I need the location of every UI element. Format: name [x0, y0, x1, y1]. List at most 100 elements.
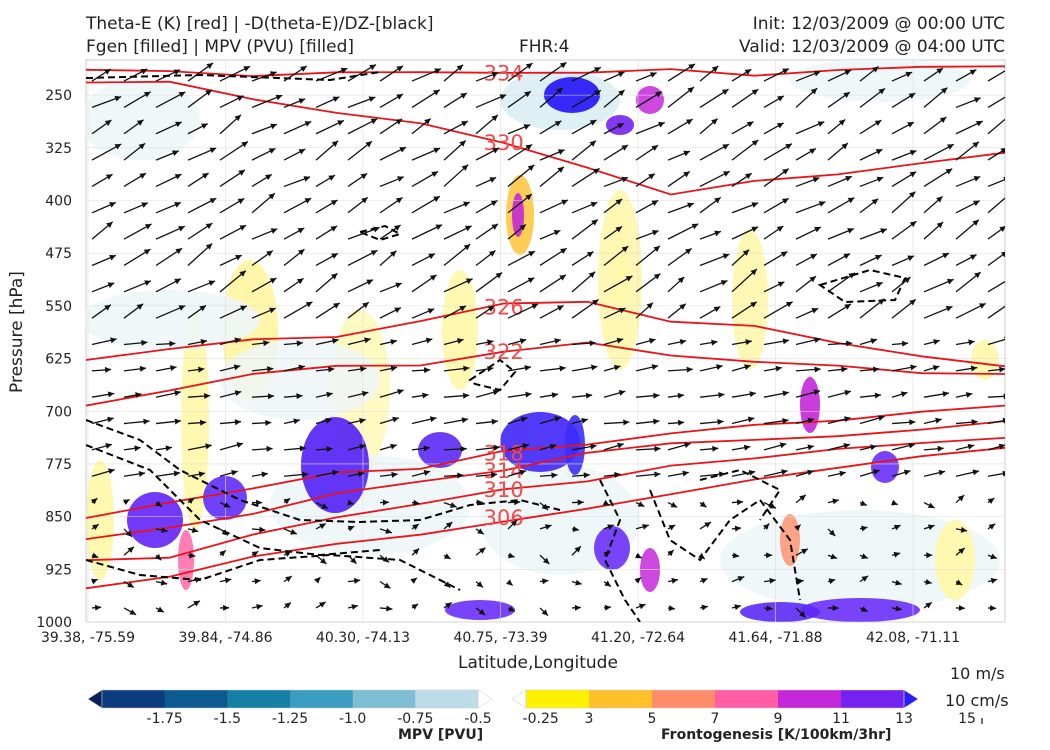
wind-vector-head [810, 88, 818, 95]
theta-e-label: 306 [484, 506, 524, 530]
wind-vector-head [105, 443, 112, 449]
wind-vector-head [590, 443, 597, 450]
colorbar-segment [652, 690, 716, 708]
wind-vector-head [397, 176, 404, 182]
wind-vector-head [908, 442, 916, 449]
wind-vector-head [457, 472, 464, 479]
field-patch [594, 526, 630, 570]
wind-vector-head [847, 228, 854, 234]
colorbar-tick-label: 9 [774, 711, 783, 727]
wind-vector-head [412, 524, 419, 530]
wind-vector-head [671, 577, 678, 584]
wind-vector-head [957, 495, 965, 502]
colorbar-tick-label: -1.5 [214, 711, 241, 727]
wind-vector-head [737, 576, 745, 582]
wind-vector-head [932, 365, 940, 371]
wind-vector-head [140, 68, 148, 75]
wind-vector-head [522, 443, 529, 449]
wind-vector-head [429, 274, 437, 281]
wind-vector-head [332, 469, 339, 476]
stability-contour [86, 71, 381, 82]
wind-vector-head [925, 579, 932, 585]
wind-vector-head [720, 280, 728, 286]
colorbar-frame [525, 689, 905, 709]
wind-vector-head [514, 499, 521, 506]
wind-vector-head [193, 600, 200, 607]
wind-vector-head [165, 445, 172, 452]
wind-vector-head [574, 546, 581, 553]
wind-vector-head [877, 298, 885, 305]
wind-vector-head [351, 604, 358, 610]
wind-vector-head [936, 222, 944, 229]
wind-vector-head [357, 471, 365, 478]
wind-vector-head [967, 443, 975, 450]
wind-vector-head [487, 339, 494, 346]
wind-vector-head [846, 340, 853, 347]
wind-vector-head [817, 121, 825, 127]
wind-vector-head [269, 307, 276, 314]
wind-vector-head [561, 199, 568, 206]
wind-vector-head [782, 68, 789, 75]
wind-vector-head [769, 577, 776, 584]
wind-vector-head [296, 278, 304, 285]
stability-contour [86, 553, 461, 591]
wind-vector-head [331, 140, 339, 147]
x-tick-label: 41.20, -72.64 [591, 630, 685, 646]
wind-vector-head [495, 272, 503, 279]
wind-vector-head [114, 95, 122, 102]
wind-vector-head [107, 282, 115, 288]
wind-vector-head [297, 228, 305, 234]
y-tick-label: 250 [45, 88, 72, 104]
wind-vector-head [602, 499, 610, 506]
wind-vector-head [749, 391, 756, 398]
wind-vector-head [234, 337, 241, 344]
wind-vector-head [654, 445, 661, 452]
wind-vector-head [169, 340, 176, 347]
wind-vector-head [946, 278, 954, 285]
wind-vector-head [814, 337, 821, 343]
wind-vector-head [460, 446, 467, 453]
wind-vector-head [139, 365, 147, 372]
wind-vector-head [554, 120, 562, 127]
wind-vector-head [909, 419, 916, 426]
wind-vector-head [683, 150, 690, 157]
wind-vector-head [960, 526, 968, 533]
wind-vector-head [106, 221, 113, 228]
wind-vector-head [782, 338, 790, 345]
wind-vector-head [942, 391, 949, 397]
wind-vector-head [456, 64, 464, 71]
wind-vector-head [359, 418, 366, 424]
wind-vector-head [261, 471, 268, 478]
wind-vector-head [491, 71, 499, 78]
wind-vector-head [591, 299, 599, 306]
theta-e-contour [86, 446, 1005, 590]
wind-vector-head [861, 525, 868, 532]
wind-vector-head [722, 253, 730, 260]
wind-vector-head [782, 390, 789, 397]
colorbar-tick-label: -1.0 [339, 711, 366, 727]
wind-vector-head [256, 499, 263, 506]
wind-vector-head [410, 577, 417, 584]
wind-vector-head [970, 365, 978, 372]
wind-vector-head [319, 557, 327, 565]
wind-vector-head [557, 166, 564, 173]
field-patch [740, 602, 820, 622]
wind-vector-head [549, 443, 557, 450]
wind-vector-head [423, 445, 430, 452]
wind-vector-head [745, 339, 752, 346]
x-tick-label: 39.38, -75.59 [41, 630, 135, 646]
ref-vector-horizontal: 10 m/s [950, 664, 1005, 683]
valid-time: Valid: 12/03/2009 @ 04:00 UTC [739, 37, 1005, 57]
wind-vector-head [751, 226, 759, 233]
wind-vector-head [107, 391, 115, 398]
theta-e-contour [86, 300, 1005, 368]
wind-vector-head [542, 578, 549, 585]
wind-vector-head [269, 278, 277, 284]
colorbar-tick-label: 13 [895, 711, 913, 727]
wind-vector-head [718, 471, 726, 478]
wind-vector-head [874, 254, 882, 261]
wind-vector-head [769, 503, 777, 509]
field-patch [732, 230, 768, 370]
wind-vector-head [91, 552, 99, 559]
wind-vector-head [927, 524, 935, 531]
